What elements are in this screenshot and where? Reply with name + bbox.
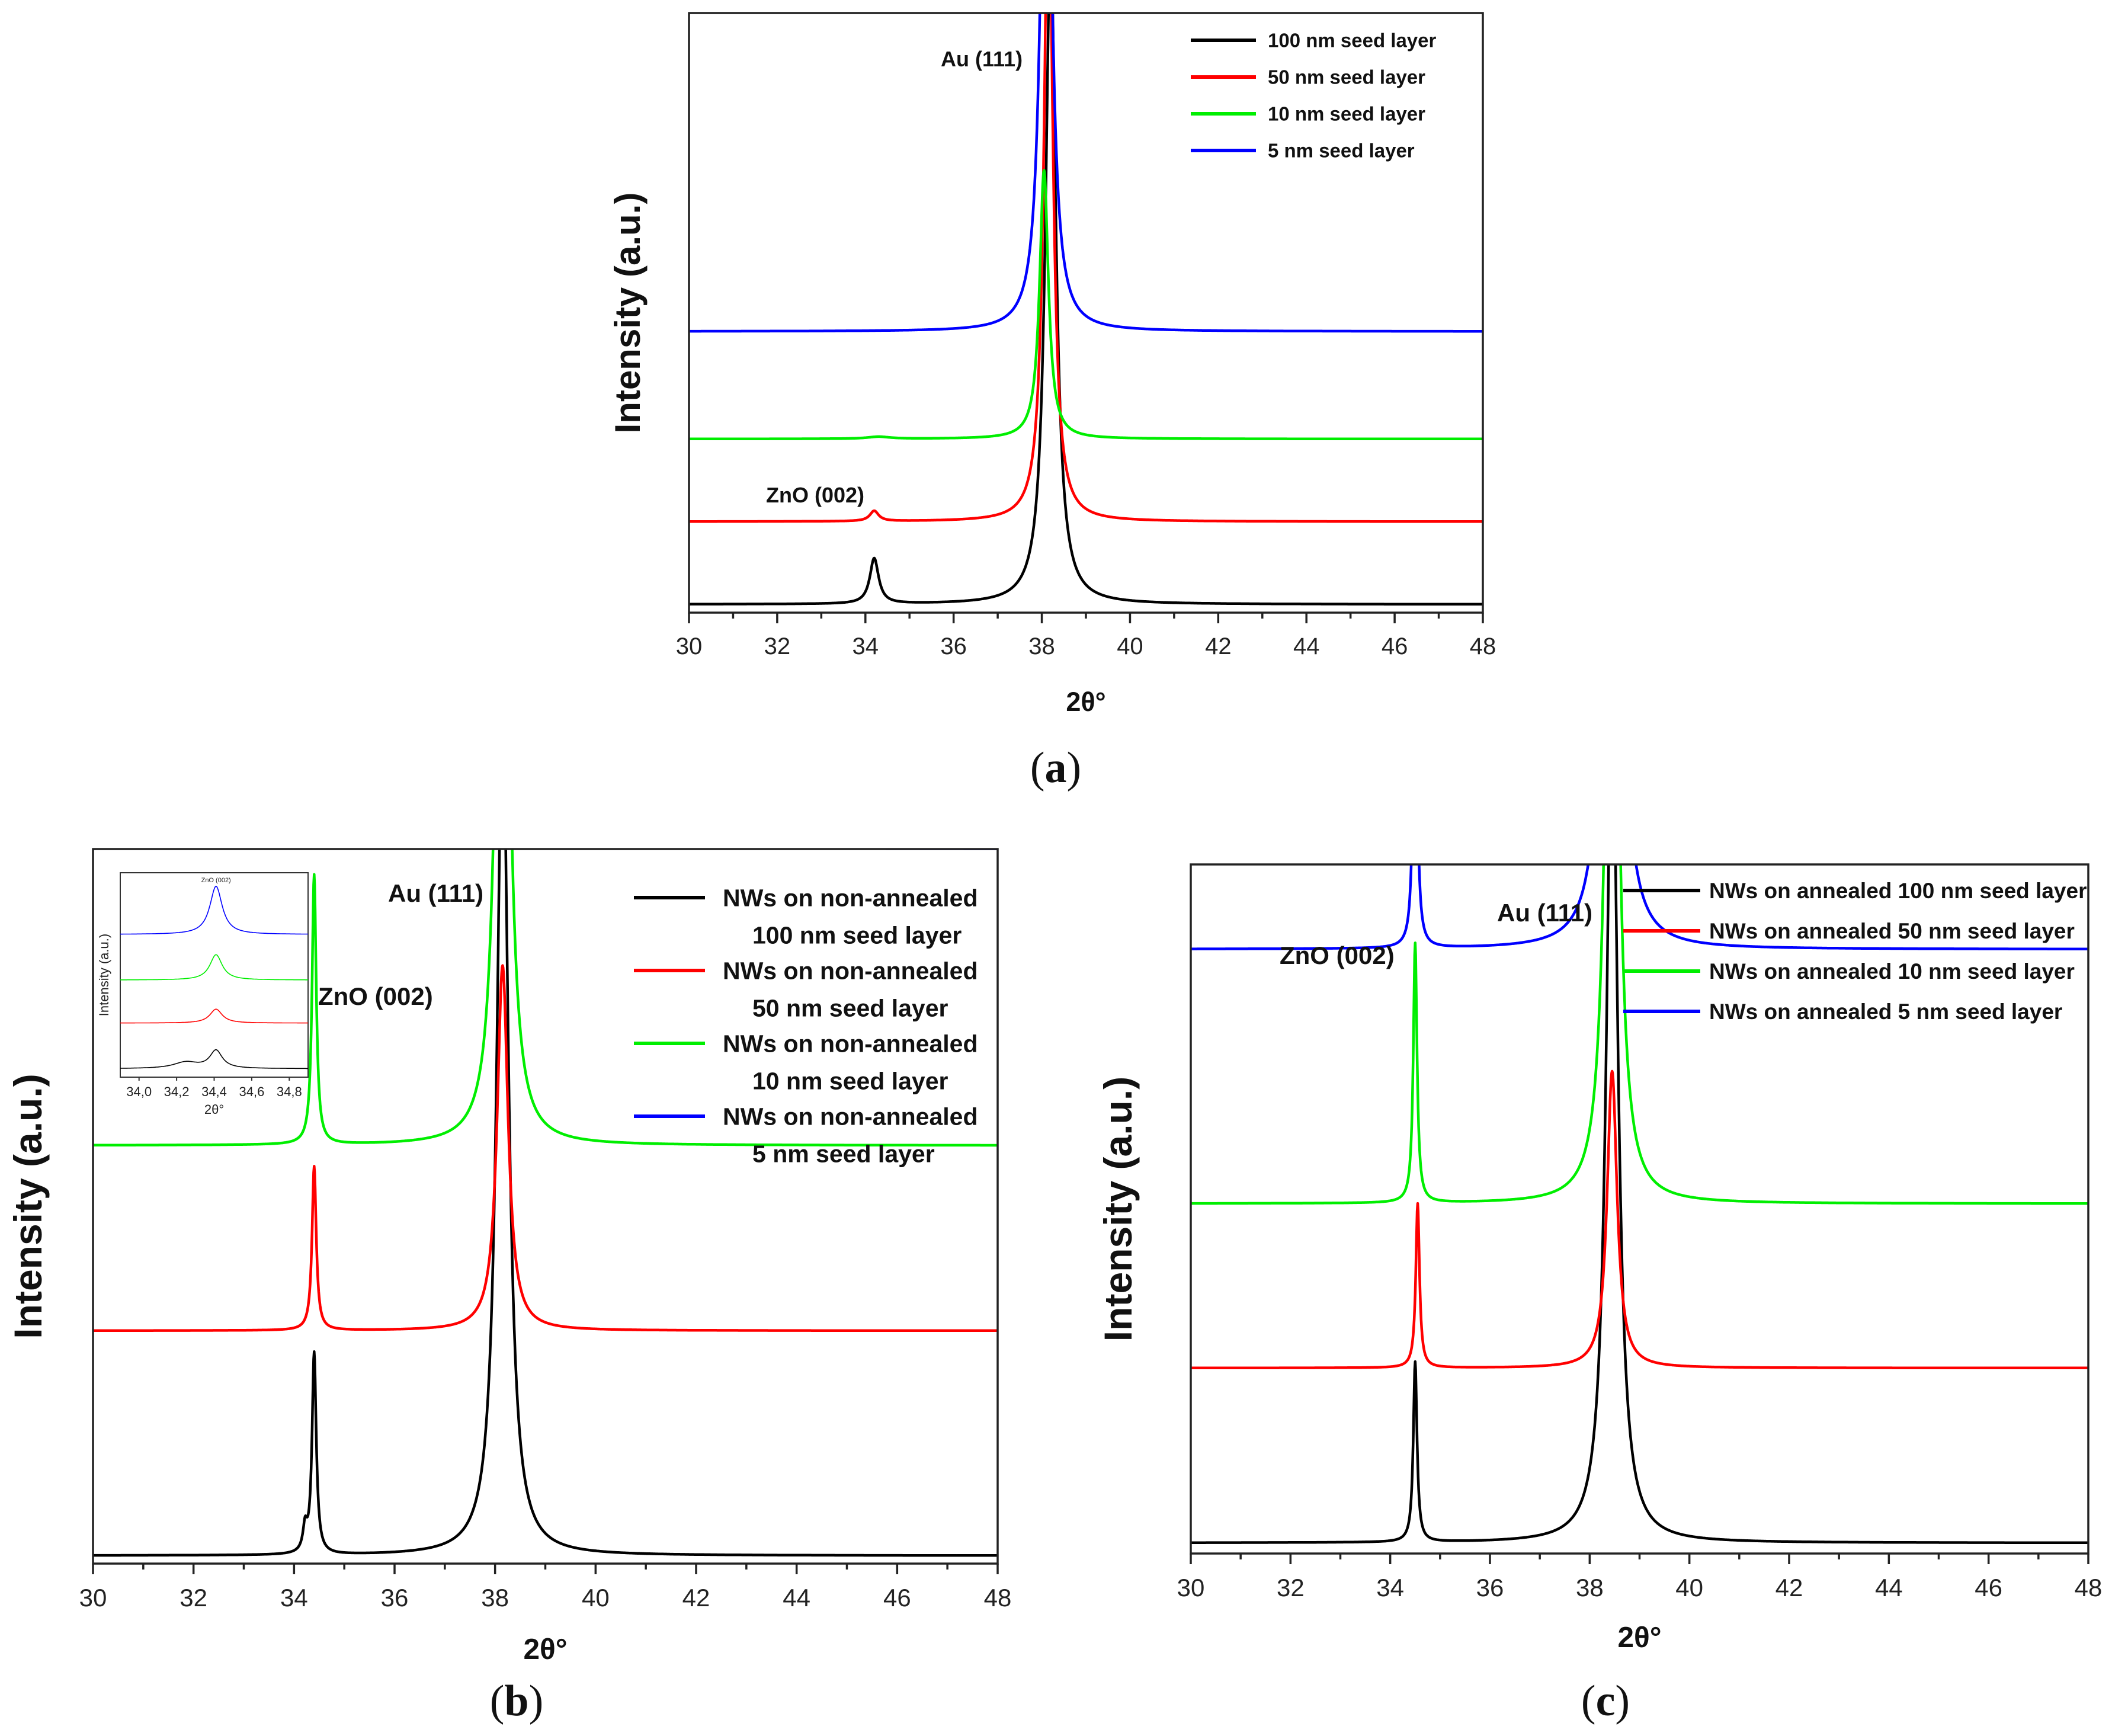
x-tick-label: 32 xyxy=(764,633,791,659)
x-tick-label: 44 xyxy=(783,1584,810,1612)
x-tick-label: 32 xyxy=(180,1584,207,1612)
x-tick-label: 30 xyxy=(676,633,703,659)
x-tick-label: 38 xyxy=(1576,1574,1604,1602)
legend-label-1-line2: 100 nm seed layer xyxy=(752,921,962,949)
x-tick-label: 30 xyxy=(1177,1574,1205,1602)
x-tick-label: 36 xyxy=(1476,1574,1504,1602)
series-line-2 xyxy=(689,13,1483,523)
series-line-4 xyxy=(93,849,998,850)
legend: NWs on annealed 100 nm seed layer NWs on … xyxy=(1623,879,2087,1024)
x-axis-label: 2θ° xyxy=(523,1633,567,1665)
legend: NWs on non-annealed 100 nm seed layer NWs … xyxy=(634,884,978,1167)
legend-label-3-line2: 10 nm seed layer xyxy=(752,1067,948,1094)
x-tick-label: 48 xyxy=(2075,1574,2103,1602)
panel-caption: (b) xyxy=(490,1677,543,1725)
annotation-au-111: Au (111) xyxy=(941,47,1023,71)
x-tick-label: 34 xyxy=(853,633,879,659)
x-tick-label: 44 xyxy=(1875,1574,1903,1602)
annotation-au-111: Au (111) xyxy=(388,879,483,907)
panel-caption: (c) xyxy=(1581,1677,1630,1725)
legend-label-3: NWs on annealed 10 nm seed layer xyxy=(1709,959,2075,984)
inset-trace-1 xyxy=(120,1049,308,1069)
legend-label-4: 5 nm seed layer xyxy=(1268,140,1415,162)
legend-label-3: NWs on non-annealed xyxy=(723,1030,978,1057)
legend-label-1: NWs on annealed 100 nm seed layer xyxy=(1709,879,2087,903)
legend: 100 nm seed layer 50 nm seed layer 10 nm s… xyxy=(1191,30,1437,162)
x-tick-label: 42 xyxy=(1776,1574,1803,1602)
x-tick-label: 34 xyxy=(280,1584,308,1612)
legend-label-1: 100 nm seed layer xyxy=(1268,30,1437,52)
x-tick-label: 32 xyxy=(1277,1574,1305,1602)
legend-label-2: NWs on annealed 50 nm seed layer xyxy=(1709,919,2075,943)
x-tick-label: 46 xyxy=(883,1584,911,1612)
x-tick-label: 48 xyxy=(1470,633,1496,659)
inset-x-axis-label: 2θ° xyxy=(204,1102,224,1117)
x-tick-label: 40 xyxy=(582,1584,610,1612)
panel-caption: (a) xyxy=(1030,744,1081,792)
x-tick-label: 48 xyxy=(984,1584,1012,1612)
series-line-2 xyxy=(93,964,998,1333)
inset-x-tick-label: 34,6 xyxy=(239,1084,264,1099)
legend-label-1: NWs on non-annealed xyxy=(723,884,978,911)
panel-c: 30 32 34 36 38 40 42 44 46 48 2θ° Intensity (a.u.) N… xyxy=(1096,863,2103,1725)
x-tick-label: 40 xyxy=(1675,1574,1703,1602)
annotation-zno-002: ZnO (002) xyxy=(318,982,433,1010)
x-tick-label: 42 xyxy=(1205,633,1232,659)
y-axis-label: Intensity (a.u.) xyxy=(608,193,648,434)
panel-b: 30 32 34 36 38 40 42 44 46 48 2θ° Intensity (a.u.) N… xyxy=(6,848,1012,1725)
inset-x-tick-label: 34,4 xyxy=(201,1084,227,1099)
legend-label-2-line2: 50 nm seed layer xyxy=(752,994,948,1021)
inset-annotation: ZnO (002) xyxy=(201,877,231,884)
series-line-1 xyxy=(689,13,1483,606)
x-axis-label: 2θ° xyxy=(1617,1621,1661,1654)
legend-label-4: NWs on annealed 5 nm seed layer xyxy=(1709,1000,2062,1024)
annotation-au-111: Au (111) xyxy=(1497,899,1592,927)
series-line-3 xyxy=(689,168,1483,441)
series-line-2 xyxy=(1191,1069,2088,1370)
x-tick-label: 46 xyxy=(1975,1574,2002,1602)
series-line-3 xyxy=(93,849,998,1147)
panel-a: 30 32 34 36 38 40 42 44 46 48 2θ° Intensity (a.u.) 1… xyxy=(608,12,1496,792)
x-tick-label: 34 xyxy=(1376,1574,1404,1602)
plot-area xyxy=(689,13,1483,606)
inset-trace-4 xyxy=(120,885,308,935)
x-tick-label: 46 xyxy=(1382,633,1408,659)
x-tick-label: 36 xyxy=(381,1584,409,1612)
x-tick-label: 38 xyxy=(481,1584,509,1612)
inset-frame xyxy=(120,872,309,1078)
x-tick-label: 38 xyxy=(1028,633,1055,659)
x-tick-label: 44 xyxy=(1293,633,1320,659)
inset-y-axis-label: Intensity (a.u.) xyxy=(97,934,111,1016)
series-line-3 xyxy=(1191,864,2088,1205)
series-line-4 xyxy=(1191,864,2088,950)
inset-x-tick-label: 34,2 xyxy=(164,1084,190,1099)
inset-trace-2 xyxy=(120,1008,308,1024)
inset-trace-3 xyxy=(120,954,308,981)
inset-x-tick-label: 34,0 xyxy=(126,1084,152,1099)
legend-label-4: NWs on non-annealed xyxy=(723,1103,978,1130)
x-tick-label: 30 xyxy=(79,1584,107,1612)
y-axis-label: Intensity (a.u.) xyxy=(6,1074,50,1338)
plot-area xyxy=(93,849,998,1557)
x-tick-label: 42 xyxy=(682,1584,710,1612)
plot-area xyxy=(1191,864,2088,1545)
inset-chart: 34,0 34,2 34,4 34,6 34,8 2θ° Intensity (a.u.) Z… xyxy=(97,872,309,1117)
series-line-4 xyxy=(689,13,1483,333)
y-axis-label: Intensity (a.u.) xyxy=(1096,1077,1140,1341)
x-axis-label: 2θ° xyxy=(1066,687,1105,717)
legend-label-2: NWs on non-annealed xyxy=(723,957,978,984)
x-tick-label: 36 xyxy=(940,633,967,659)
annotation-zno-002: ZnO (002) xyxy=(766,483,864,507)
legend-label-3: 10 nm seed layer xyxy=(1268,103,1425,125)
legend-label-2: 50 nm seed layer xyxy=(1268,66,1425,88)
series-line-1 xyxy=(93,849,998,1557)
series-line-1 xyxy=(1191,864,2088,1545)
inset-x-tick-label: 34,8 xyxy=(277,1084,302,1099)
legend-label-4-line2: 5 nm seed layer xyxy=(752,1140,935,1167)
annotation-zno-002: ZnO (002) xyxy=(1280,941,1395,969)
x-tick-label: 40 xyxy=(1117,633,1143,659)
